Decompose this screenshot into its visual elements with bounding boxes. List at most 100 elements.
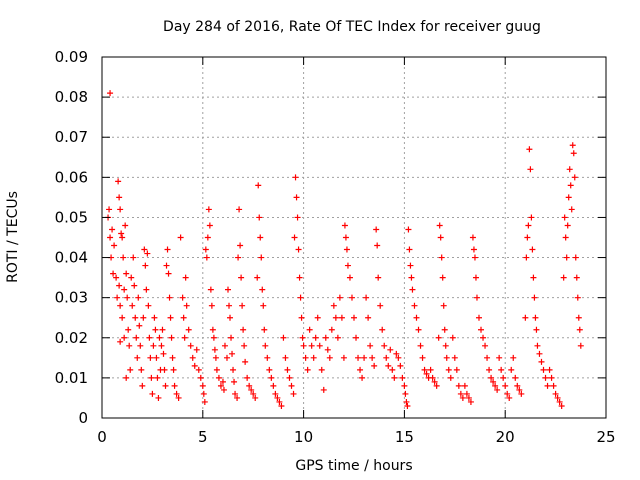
data-point bbox=[260, 302, 267, 309]
data-point bbox=[338, 314, 345, 321]
data-point bbox=[234, 394, 241, 401]
data-point bbox=[135, 294, 142, 301]
x-tick-label: 15 bbox=[395, 428, 414, 446]
data-point bbox=[257, 234, 264, 241]
x-tick-label: 10 bbox=[294, 428, 313, 446]
data-point bbox=[402, 390, 409, 397]
data-point bbox=[570, 150, 577, 157]
data-point bbox=[532, 314, 539, 321]
data-point bbox=[282, 354, 289, 361]
data-point bbox=[270, 382, 277, 389]
data-point bbox=[492, 382, 499, 389]
data-point bbox=[164, 246, 171, 253]
data-point bbox=[355, 354, 362, 361]
data-point bbox=[540, 366, 547, 373]
y-tick-label: 0.08 bbox=[55, 88, 88, 106]
data-point bbox=[191, 362, 198, 369]
data-point bbox=[134, 354, 141, 361]
data-point bbox=[465, 394, 472, 401]
data-point bbox=[406, 246, 413, 253]
data-point bbox=[525, 222, 532, 229]
data-point bbox=[443, 354, 450, 361]
data-point bbox=[129, 302, 136, 309]
chart-title: Day 284 of 2016, Rate Of TEC Index for r… bbox=[163, 19, 541, 35]
data-point bbox=[536, 350, 543, 357]
data-point bbox=[272, 390, 279, 397]
data-point bbox=[353, 334, 360, 341]
y-tick-label: 0.02 bbox=[55, 329, 88, 347]
data-point bbox=[221, 342, 228, 349]
data-point bbox=[469, 234, 476, 241]
data-point bbox=[117, 338, 124, 345]
data-point bbox=[235, 254, 242, 261]
data-point bbox=[375, 274, 382, 281]
data-point bbox=[451, 354, 458, 361]
data-point bbox=[185, 326, 192, 333]
data-point bbox=[567, 182, 574, 189]
data-point bbox=[125, 326, 132, 333]
data-point bbox=[240, 326, 247, 333]
data-point bbox=[187, 342, 194, 349]
data-point bbox=[435, 334, 442, 341]
axis-tick-labels: 0 0.01 0.02 0.03 0.04 0.05 0.06 0.07 0.08 0.09 0 5 1… bbox=[55, 48, 616, 446]
data-point bbox=[482, 342, 489, 349]
data-point bbox=[552, 390, 559, 397]
data-point bbox=[252, 394, 259, 401]
data-point bbox=[421, 366, 428, 373]
data-point bbox=[417, 342, 424, 349]
data-point bbox=[154, 374, 161, 381]
data-point bbox=[461, 382, 468, 389]
data-point bbox=[423, 370, 430, 377]
data-point bbox=[530, 274, 537, 281]
data-point bbox=[374, 242, 381, 249]
data-point bbox=[411, 302, 418, 309]
data-point bbox=[137, 342, 144, 349]
data-point bbox=[167, 314, 174, 321]
data-point bbox=[470, 246, 477, 253]
data-point bbox=[147, 354, 154, 361]
data-point bbox=[326, 354, 333, 361]
data-point bbox=[254, 274, 261, 281]
data-point bbox=[427, 366, 434, 373]
data-point bbox=[205, 206, 212, 213]
data-point bbox=[523, 254, 530, 261]
data-point bbox=[280, 334, 287, 341]
data-point bbox=[431, 378, 438, 385]
data-point bbox=[510, 354, 517, 361]
data-point bbox=[219, 378, 226, 385]
data-point bbox=[445, 366, 452, 373]
data-point bbox=[110, 270, 117, 277]
data-point bbox=[244, 374, 251, 381]
y-tick-label: 0 bbox=[78, 409, 88, 427]
data-point bbox=[387, 346, 394, 353]
data-point bbox=[480, 334, 487, 341]
data-point bbox=[322, 334, 329, 341]
data-point bbox=[332, 314, 339, 321]
data-point bbox=[500, 374, 507, 381]
data-point bbox=[490, 378, 497, 385]
data-point bbox=[294, 214, 301, 221]
data-point bbox=[463, 390, 470, 397]
data-point bbox=[561, 214, 568, 221]
data-point bbox=[413, 314, 420, 321]
data-point bbox=[296, 274, 303, 281]
data-point bbox=[286, 374, 293, 381]
data-point bbox=[114, 294, 121, 301]
data-point bbox=[306, 326, 313, 333]
data-point bbox=[195, 366, 202, 373]
data-point bbox=[139, 382, 146, 389]
data-point bbox=[109, 226, 116, 233]
data-point bbox=[566, 166, 573, 173]
data-point bbox=[268, 374, 275, 381]
data-point bbox=[407, 262, 414, 269]
data-point bbox=[163, 262, 170, 269]
data-point bbox=[367, 342, 374, 349]
data-point bbox=[168, 334, 175, 341]
data-point bbox=[415, 326, 422, 333]
data-point bbox=[264, 354, 271, 361]
data-point bbox=[341, 222, 348, 229]
data-point bbox=[324, 346, 331, 353]
x-tick-label: 25 bbox=[596, 428, 615, 446]
data-point bbox=[225, 286, 231, 293]
data-point bbox=[140, 314, 147, 321]
